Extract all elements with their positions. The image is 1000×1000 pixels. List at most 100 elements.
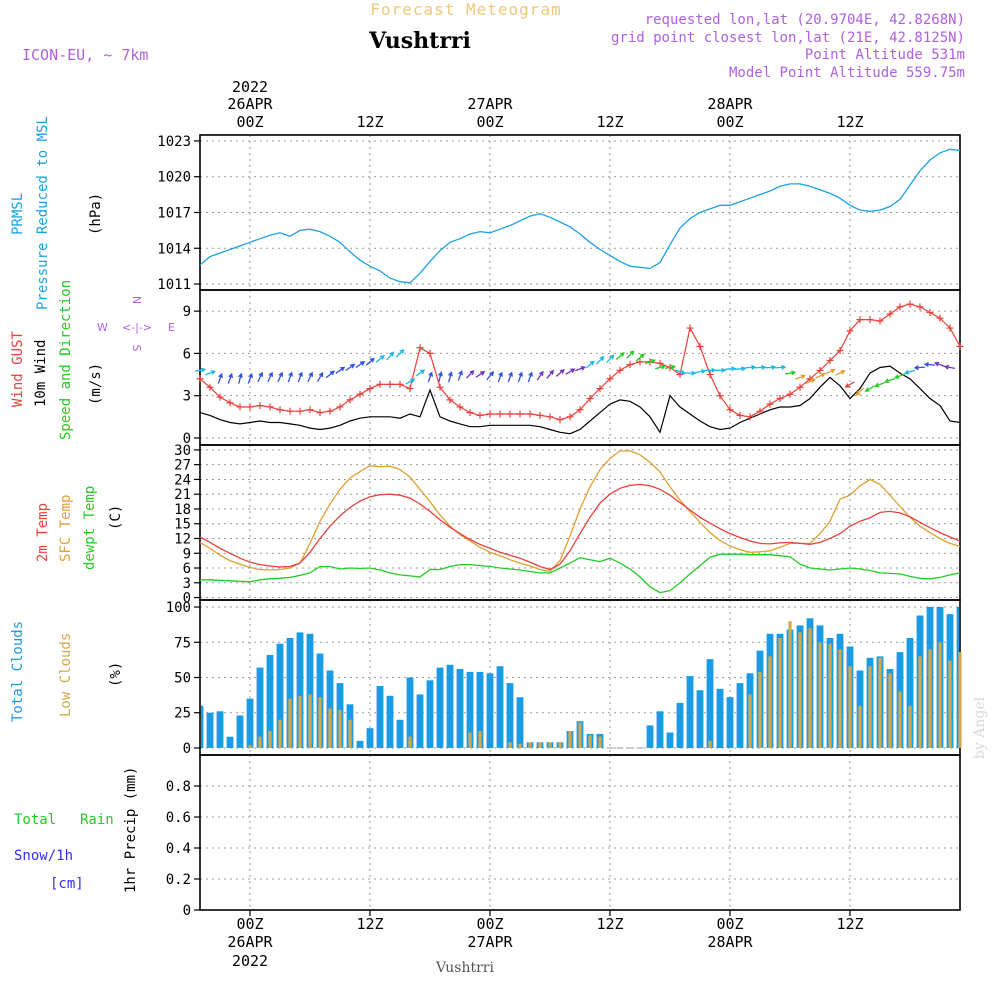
wind-compass: N W E <-|-> S bbox=[97, 296, 175, 352]
wind-direction-arrow bbox=[475, 370, 486, 378]
wind-direction-arrow bbox=[194, 367, 207, 373]
wind-direction-arrow bbox=[565, 368, 576, 375]
gust-line bbox=[199, 303, 961, 421]
gust-marker bbox=[226, 399, 234, 407]
total-cloud-bar bbox=[201, 705, 204, 748]
gust-marker bbox=[956, 342, 964, 350]
gust-marker bbox=[396, 380, 404, 388]
gust-marker bbox=[356, 390, 364, 398]
total-cloud-bar bbox=[476, 671, 484, 748]
time-hour-label: 12Z bbox=[596, 915, 623, 933]
gust-marker bbox=[926, 309, 934, 317]
panel-frame bbox=[199, 754, 961, 911]
wind-direction-arrow bbox=[635, 353, 645, 362]
gust-marker bbox=[916, 303, 924, 311]
total-cloud-bar bbox=[496, 666, 504, 748]
gust-marker bbox=[766, 400, 774, 408]
gust-marker bbox=[406, 385, 414, 393]
total-cloud-bar bbox=[516, 697, 524, 748]
requested-lonlat: requested lon,lat (20.9704E, 42.8268N) bbox=[645, 12, 965, 28]
total-cloud-bar bbox=[386, 695, 394, 748]
total-cloud-bar bbox=[726, 697, 734, 748]
total-cloud-bar bbox=[226, 736, 234, 748]
wind-direction-arrow bbox=[815, 372, 826, 379]
gust-marker bbox=[446, 396, 454, 404]
total-cloud-bar bbox=[666, 732, 674, 748]
time-date-label: 26APR bbox=[227, 95, 273, 113]
wind-direction-arrow bbox=[247, 372, 253, 384]
gust-marker bbox=[746, 413, 754, 421]
wind-direction-arrow bbox=[585, 360, 595, 369]
ytick-label: 0.8 bbox=[166, 779, 191, 795]
gust-marker bbox=[546, 413, 554, 421]
time-hour-label: 00Z bbox=[236, 915, 263, 933]
total-cloud-bar bbox=[296, 632, 304, 748]
total-cloud-bar bbox=[676, 702, 684, 748]
low-cloud-bar bbox=[338, 709, 342, 748]
total-cloud-bar bbox=[406, 677, 414, 748]
wind-direction-arrow bbox=[575, 365, 586, 372]
total-cloud-bar bbox=[696, 690, 704, 748]
wind-direction-arrow bbox=[596, 355, 605, 365]
low-cloud-bar bbox=[318, 697, 322, 748]
low-cloud-bar bbox=[938, 642, 942, 748]
wind-direction-arrow bbox=[855, 387, 864, 396]
total-cloud-bar bbox=[286, 638, 294, 748]
low-cloud-bar bbox=[878, 657, 882, 748]
pressure-panel: 1011 1014 1017 1020 1023 bbox=[157, 134, 961, 293]
precip-rain-label: Rain bbox=[80, 812, 114, 828]
gust-marker bbox=[496, 410, 504, 418]
wind-direction-arrow bbox=[774, 364, 787, 370]
wind-direction-arrow bbox=[497, 371, 503, 383]
wind-direction-arrow bbox=[227, 372, 233, 384]
t2m-line bbox=[199, 483, 961, 571]
wind-direction-arrow bbox=[754, 364, 767, 370]
wind-direction-arrow bbox=[645, 358, 656, 365]
wind-direction-arrow bbox=[615, 352, 625, 360]
gust-marker bbox=[246, 403, 254, 411]
gust-marker bbox=[376, 380, 384, 388]
wind-direction-arrow bbox=[805, 378, 816, 385]
gust-marker bbox=[316, 409, 324, 417]
wind-direction-arrow bbox=[784, 370, 797, 376]
gust-marker bbox=[896, 303, 904, 311]
wind-direction-arrow bbox=[744, 364, 757, 370]
gust-marker bbox=[776, 395, 784, 402]
time-hour-label: 12Z bbox=[836, 113, 863, 131]
gust-marker bbox=[866, 316, 874, 324]
gust-marker bbox=[736, 411, 744, 419]
wind-speed-dir-label: Speed and Direction bbox=[58, 280, 74, 440]
gust-marker bbox=[596, 385, 604, 393]
low-cloud-bar bbox=[748, 694, 752, 748]
ytick-label: 6 bbox=[183, 346, 191, 362]
low-cloud-bar bbox=[548, 742, 552, 748]
total-cloud-bar bbox=[426, 680, 434, 748]
wind-direction-arrow bbox=[396, 348, 405, 358]
time-date-label: 28APR bbox=[707, 933, 753, 951]
ytick-label: 0 bbox=[183, 903, 191, 919]
time-year-label: 2022 bbox=[232, 952, 268, 970]
gust-marker bbox=[256, 402, 264, 410]
gust-marker bbox=[636, 358, 644, 366]
ytick-label: 6 bbox=[183, 561, 191, 577]
wind-direction-arrow bbox=[325, 370, 335, 379]
wind-direction-arrow bbox=[795, 374, 806, 380]
total-cloud-bar bbox=[266, 655, 274, 748]
wind-direction-arrow bbox=[546, 369, 555, 379]
gust-marker bbox=[326, 407, 334, 415]
gust-marker bbox=[506, 410, 514, 418]
wind-direction-arrow bbox=[335, 366, 346, 374]
wind-direction-arrow bbox=[715, 367, 727, 373]
low-cloud-bar bbox=[588, 735, 592, 748]
pressure-line bbox=[199, 148, 961, 284]
wind-direction-arrow bbox=[287, 371, 293, 383]
time-hour-label: 00Z bbox=[236, 113, 263, 131]
wind-direction-arrow bbox=[734, 366, 747, 372]
gust-marker bbox=[306, 406, 314, 414]
ytick-label: 30 bbox=[174, 443, 191, 459]
gust-marker bbox=[786, 390, 794, 398]
total-cloud-bar bbox=[276, 643, 284, 748]
pressure-side-label-2: Pressure Reduced to MSL bbox=[35, 116, 51, 310]
total-cloud-bar bbox=[506, 683, 514, 748]
